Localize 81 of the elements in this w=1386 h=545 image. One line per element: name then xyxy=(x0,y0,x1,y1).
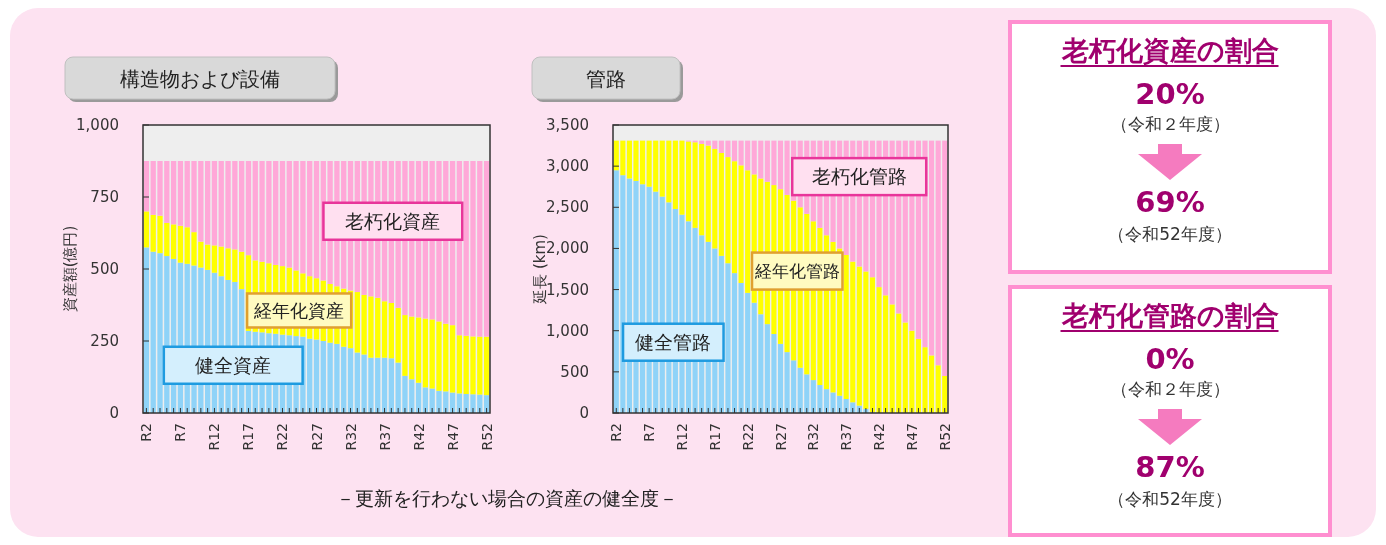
bar xyxy=(143,161,150,212)
y-tick-label: 0 xyxy=(109,404,119,422)
x-tick-label: R7 xyxy=(172,423,189,442)
bar xyxy=(143,211,150,248)
text: 87% xyxy=(1135,450,1205,484)
bar xyxy=(381,357,388,413)
x-tick-label: R7 xyxy=(641,423,658,442)
x-tick-label: R27 xyxy=(308,423,325,451)
y-tick-label: 1,000 xyxy=(546,321,589,340)
bar xyxy=(211,161,218,246)
x-tick-label: R22 xyxy=(274,423,291,451)
bar xyxy=(347,348,354,413)
x-tick-label: R32 xyxy=(805,423,822,451)
x-tick-label: R47 xyxy=(444,423,461,451)
text: （令和２年度） xyxy=(1110,379,1230,399)
y-tick-label: 1,000 xyxy=(76,116,119,134)
bar xyxy=(177,161,184,226)
bar xyxy=(777,140,784,190)
text: 20% xyxy=(1135,77,1205,111)
y-tick-label: 500 xyxy=(560,362,589,381)
text: 老朽化管路の割合 xyxy=(1060,300,1279,331)
y-tick-label: 2,500 xyxy=(546,198,589,217)
bar xyxy=(456,335,463,394)
y-tick-label: 750 xyxy=(90,188,119,206)
x-tick-label: R37 xyxy=(838,423,855,451)
text: －更新を行わない場合の資産の健全度－ xyxy=(335,487,678,509)
series-label: 経年化資産 xyxy=(253,299,345,321)
bar xyxy=(170,224,177,259)
y-tick-label: 1,500 xyxy=(546,280,589,299)
y-tick-label: 2,000 xyxy=(546,239,589,258)
chart-title: 構造物および設備 xyxy=(120,67,280,91)
bar xyxy=(449,325,456,393)
text: 0% xyxy=(1145,342,1195,376)
bar xyxy=(381,301,388,358)
bar xyxy=(143,247,150,413)
series-label: 健全資産 xyxy=(195,354,272,377)
text: （令和52年度） xyxy=(1108,489,1232,509)
x-tick-label: R37 xyxy=(376,423,393,451)
bar xyxy=(204,244,211,270)
bar xyxy=(422,318,429,388)
x-tick-label: R42 xyxy=(410,423,427,451)
x-tick-label: R27 xyxy=(772,423,789,451)
bar xyxy=(777,343,784,413)
bar xyxy=(170,161,177,225)
text: （令和２年度） xyxy=(1110,114,1230,134)
bar xyxy=(483,336,490,396)
bar xyxy=(177,225,184,263)
bar xyxy=(211,245,218,273)
x-tick-label: R17 xyxy=(240,423,257,451)
x-tick-label: R22 xyxy=(739,423,756,451)
text: （令和52年度） xyxy=(1108,224,1232,244)
series-label: 老朽化資産 xyxy=(345,210,441,233)
series-label: 健全管路 xyxy=(635,331,712,354)
bar xyxy=(483,161,490,337)
y-tick-label: 3,500 xyxy=(546,116,589,134)
text: 69% xyxy=(1135,185,1205,219)
bar xyxy=(313,339,320,413)
x-tick-label: R52 xyxy=(936,423,953,451)
x-tick-label: R2 xyxy=(138,423,155,442)
y-tick-label: 0 xyxy=(579,404,589,422)
x-tick-label: R12 xyxy=(673,423,690,451)
chart-title: 管路 xyxy=(586,67,626,91)
y-tick-label: 3,000 xyxy=(546,157,589,176)
x-tick-label: R42 xyxy=(871,423,888,451)
x-tick-label: R32 xyxy=(342,423,359,451)
y-axis-title: 資産額(億円) xyxy=(61,225,79,313)
text: 老朽化資産の割合 xyxy=(1060,35,1279,66)
bar xyxy=(415,317,422,383)
bar xyxy=(313,161,320,279)
x-tick-label: R2 xyxy=(608,423,625,442)
bar xyxy=(204,161,211,245)
bar xyxy=(279,161,286,267)
x-tick-label: R47 xyxy=(903,423,920,451)
bar xyxy=(245,161,252,256)
series-label: 経年化管路 xyxy=(753,261,840,282)
y-tick-label: 500 xyxy=(90,260,119,278)
x-tick-label: R17 xyxy=(706,423,723,451)
series-label: 老朽化管路 xyxy=(811,165,907,188)
x-tick-label: R52 xyxy=(478,423,495,451)
x-tick-label: R12 xyxy=(206,423,223,451)
y-tick-label: 250 xyxy=(90,332,119,350)
